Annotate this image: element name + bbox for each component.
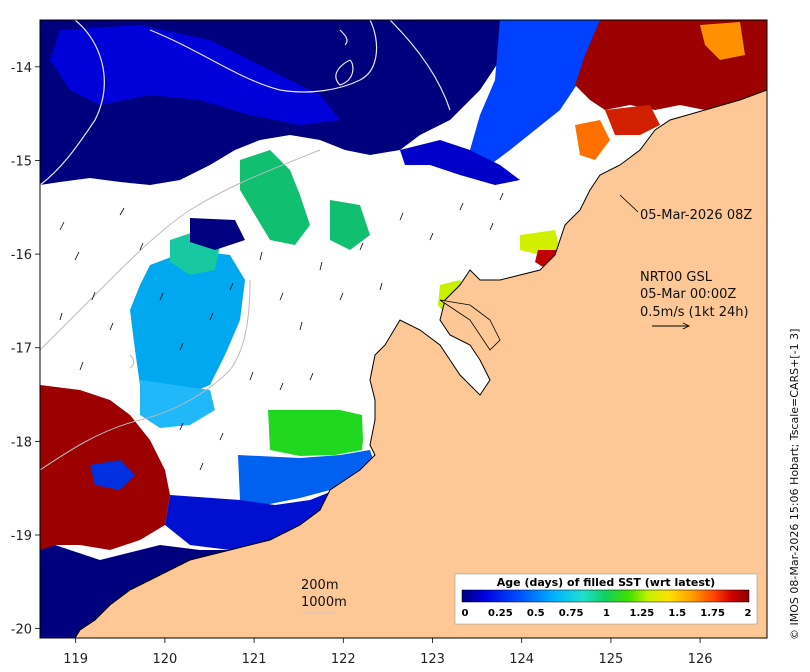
sst-age-region-blue-strip <box>400 140 520 185</box>
y-axis-ticks: -14 -15 -16 -17 -18 -19 -20 <box>11 61 40 638</box>
sst-age-region-mid-blue-north <box>50 25 340 125</box>
sst-age-region-orange-ne <box>700 22 745 60</box>
sst-age-region-blue-south <box>238 450 375 505</box>
y-tick-label: -16 <box>11 248 32 263</box>
isobath-200-label: 200m <box>301 578 338 593</box>
sst-age-region-lightblue-central <box>130 250 245 400</box>
colorbar-tick-label: 0.75 <box>559 608 584 619</box>
timestamp-pointer <box>619 194 639 213</box>
x-tick-label: 123 <box>420 652 445 667</box>
sst-age-region-blue-sw-patch <box>90 460 135 490</box>
peninsula <box>439 299 501 351</box>
sst-age-region-red-ne2 <box>605 105 660 135</box>
map-plot-area <box>40 20 767 638</box>
x-tick-label: 125 <box>598 652 623 667</box>
sst-age-region-lightblue-low <box>140 380 215 428</box>
current-product-label: NRT00 GSL <box>640 270 713 285</box>
colorbar-title: Age (days) of filled SST (wrt latest) <box>497 576 715 589</box>
x-tick-label: 121 <box>242 652 267 667</box>
vector-scale-label: 0.5m/s (1kt 24h) <box>640 305 749 320</box>
y-tick-label: -17 <box>11 342 32 357</box>
colorbar-bar <box>461 589 750 603</box>
current-vectors <box>59 192 504 471</box>
y-tick-label: -19 <box>11 529 32 544</box>
x-tick-label: 119 <box>63 652 88 667</box>
colorbar-ticks: 0 0.25 0.5 0.75 1 1.25 1.5 1.75 2 <box>462 608 752 619</box>
plot-frame <box>39 19 768 639</box>
x-tick-label: 124 <box>509 652 534 667</box>
colorbar-tick-label: 0 <box>462 608 469 619</box>
colorbar-tick-label: 1.25 <box>630 608 655 619</box>
colorbar-tick-label: 2 <box>745 608 752 619</box>
sst-age-region-navy-patch <box>190 218 245 250</box>
colorbar-tick-label: 0.25 <box>488 608 513 619</box>
y-tick-label: -14 <box>11 61 32 76</box>
sst-age-region-yellow-coast2 <box>520 230 560 255</box>
colorbar-tick-label: 1.75 <box>700 608 725 619</box>
x-tick-label: 120 <box>152 652 177 667</box>
y-tick-label: -18 <box>11 435 32 450</box>
sst-age-region-green-north <box>240 150 310 245</box>
colorbar-tick-label: 1 <box>603 608 610 619</box>
y-tick-label: -15 <box>11 154 32 169</box>
vector-scale-arrow <box>652 322 691 330</box>
isobath-gray <box>40 149 321 471</box>
sst-age-region-blue-ne <box>470 20 600 165</box>
current-date-label: 05-Mar 00:00Z <box>640 287 736 302</box>
sst-age-region-orange-ne2 <box>575 120 610 160</box>
colorbar-tick-label: 1.5 <box>668 608 686 619</box>
isobath-1000-label: 1000m <box>301 595 347 610</box>
colorbar-tick-label: 0.5 <box>527 608 545 619</box>
timestamp-label: 05-Mar-2026 08Z <box>640 208 752 223</box>
sst-age-region-green-north2 <box>330 200 370 250</box>
isobaths <box>40 20 451 186</box>
sst-age-region-bright-green <box>268 410 363 456</box>
land-mass <box>74 89 767 638</box>
credit-text: © IMOS 08-Mar-2026 15:06 Hobart; Tscale=… <box>788 329 801 640</box>
x-tick-label: 126 <box>688 652 713 667</box>
x-tick-label: 122 <box>331 652 356 667</box>
x-axis-ticks: 119 120 121 122 123 124 125 126 <box>63 638 713 667</box>
y-tick-label: -20 <box>11 623 32 638</box>
